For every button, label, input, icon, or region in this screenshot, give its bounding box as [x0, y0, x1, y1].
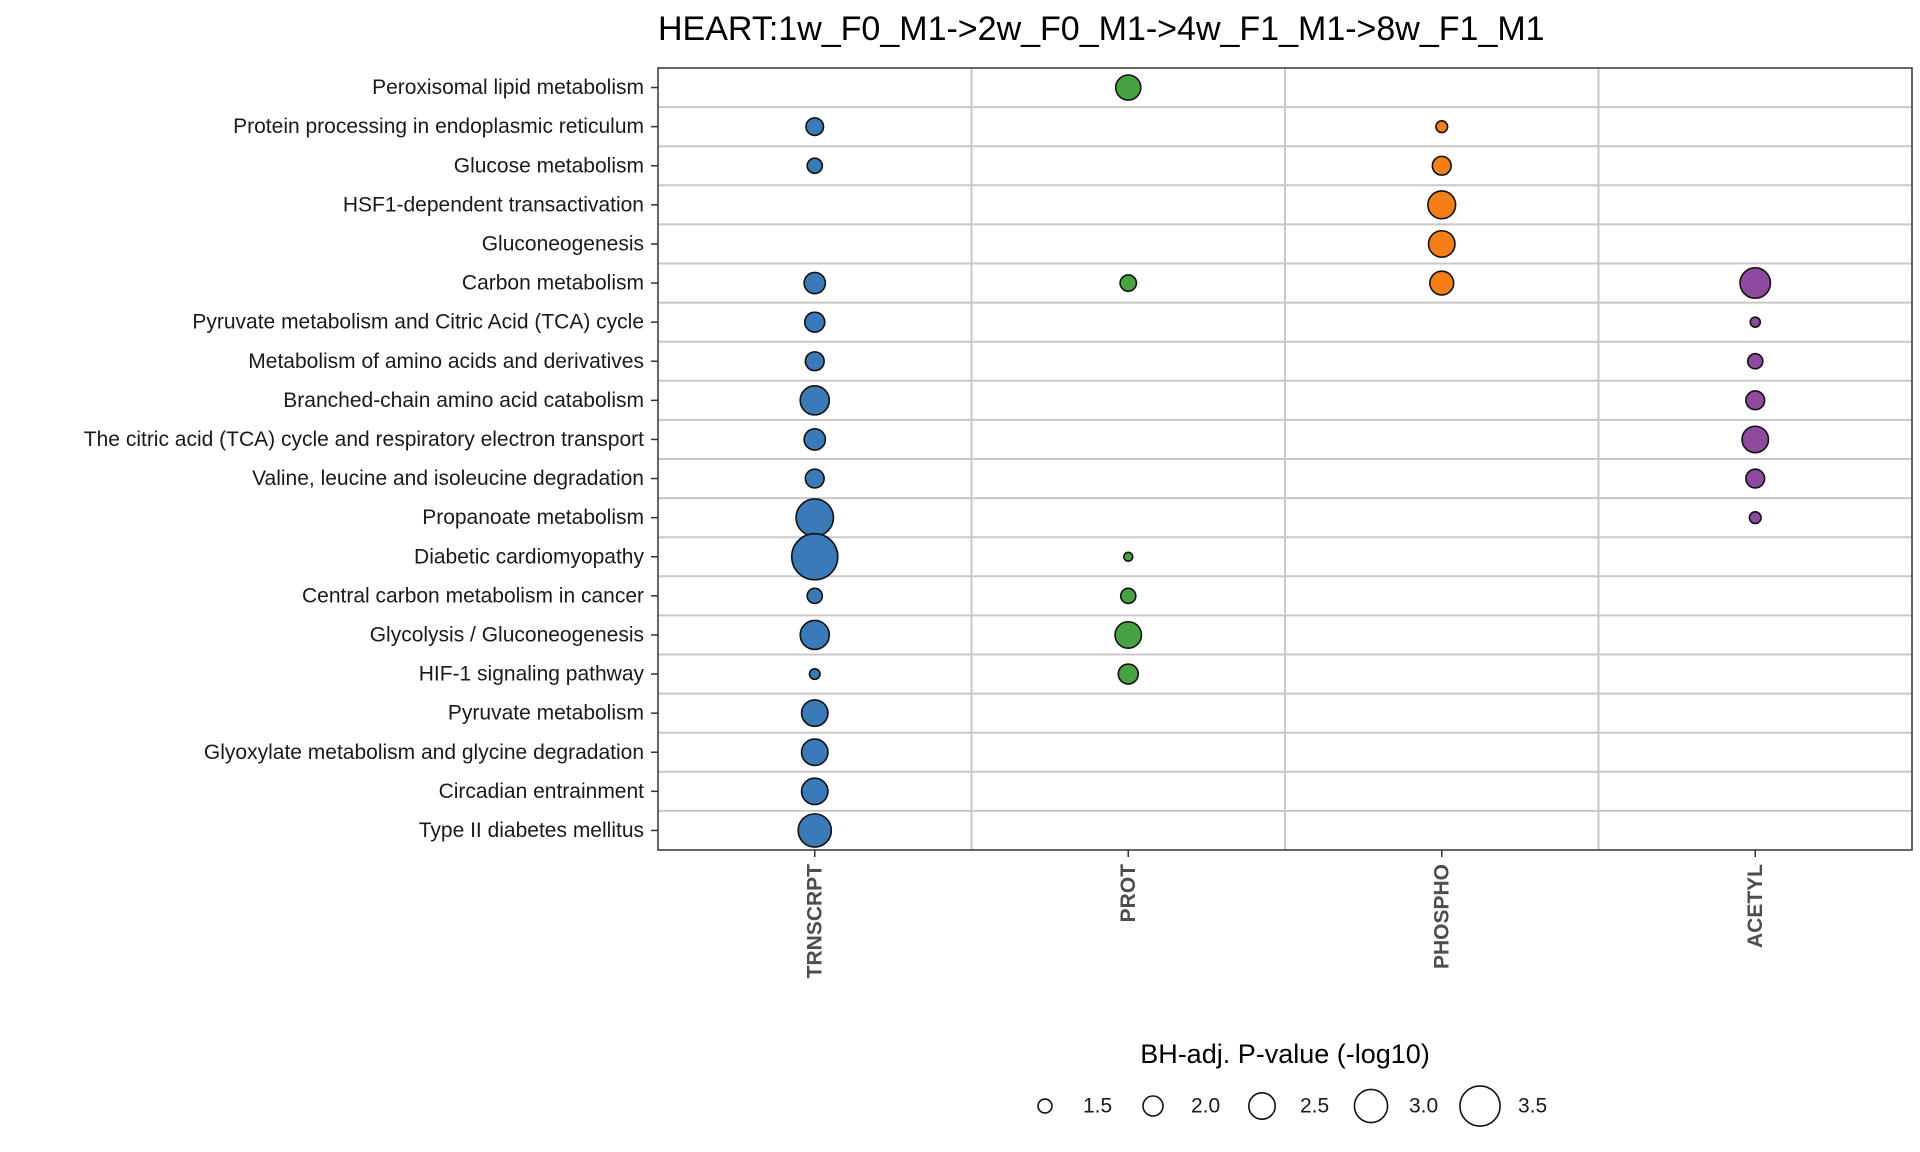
legend-size-label: 3.0 [1409, 1095, 1438, 1118]
y-tick-label: HSF1-dependent transactivation [343, 193, 644, 216]
data-point [1745, 390, 1766, 411]
data-point [800, 777, 829, 806]
data-point [1114, 620, 1143, 649]
data-point [799, 385, 831, 416]
legend-title: BH-adj. P-value (-log10) [1140, 1039, 1430, 1069]
y-axis-labels: Peroxisomal lipid metabolism Protein proc… [84, 76, 658, 842]
chart-title: HEART:1w_F0_M1->2w_F0_M1->4w_F1_M1->8w_F… [658, 10, 1545, 48]
data-point [1119, 274, 1138, 293]
data-point [1739, 267, 1772, 300]
data-point [804, 351, 825, 372]
legend-size-label: 1.5 [1083, 1095, 1112, 1118]
data-point [1745, 468, 1766, 489]
data-point [1427, 190, 1457, 220]
data-point [1117, 663, 1140, 685]
data-point [790, 532, 839, 581]
data-point [1748, 511, 1762, 525]
y-tick-label: Central carbon metabolism in cancer [302, 584, 644, 607]
data-point [1427, 229, 1456, 258]
data-point [1114, 74, 1142, 101]
data-point [1429, 270, 1455, 296]
data-point [800, 699, 829, 728]
legend-size-key [1142, 1095, 1164, 1117]
legend-size-key [1353, 1088, 1389, 1124]
legend-size-label: 3.5 [1518, 1095, 1547, 1118]
y-tick-label: Diabetic cardiomyopathy [414, 545, 644, 568]
x-tick-label: ACETYL [1744, 864, 1767, 948]
y-tick-label: Pyruvate metabolism and Citric Acid (TCA… [192, 311, 644, 334]
x-tick-label: TRNSCRPT [803, 864, 826, 979]
data-point [1741, 425, 1770, 454]
data-points [790, 74, 1772, 848]
data-point [806, 587, 824, 605]
legend-size-label: 2.0 [1191, 1095, 1220, 1118]
size-legend: BH-adj. P-value (-log10) 1.5 2.0 2.5 3.0 3.5 [1037, 1039, 1547, 1127]
data-point [799, 619, 831, 651]
data-point [1119, 587, 1137, 605]
legend-size-key [1247, 1091, 1277, 1121]
x-tick-label: PHOSPHO [1430, 864, 1453, 969]
y-tick-label: Gluconeogenesis [482, 232, 644, 255]
data-point [797, 813, 833, 848]
y-tick-label: HIF-1 signaling pathway [419, 663, 645, 686]
y-tick-label: Pyruvate metabolism [448, 702, 644, 725]
y-tick-label: Valine, leucine and isoleucine degradati… [252, 467, 644, 490]
data-point [1435, 120, 1449, 134]
y-tick-label: Carbon metabolism [462, 272, 644, 295]
data-point [803, 311, 826, 333]
y-tick-label: Protein processing in endoplasmic reticu… [233, 115, 644, 138]
data-point [1431, 155, 1452, 176]
legend-size-key [1037, 1098, 1053, 1114]
data-point [803, 428, 827, 451]
grid-layer [658, 68, 1912, 850]
data-point [803, 271, 827, 295]
data-point [1746, 352, 1764, 370]
legend-size-label: 2.5 [1300, 1095, 1329, 1118]
x-tick-label: PROT [1117, 864, 1140, 923]
data-point [808, 667, 821, 681]
y-tick-label: The citric acid (TCA) cycle and respirat… [84, 428, 644, 451]
y-tick-label: Glyoxylate metabolism and glycine degrad… [204, 741, 644, 764]
y-tick-label: Branched-chain amino acid catabolism [283, 389, 644, 412]
x-axis-labels: TRNSCRPT PROT PHOSPHO ACETYL [803, 850, 1767, 978]
data-point [800, 738, 829, 767]
y-tick-label: Glucose metabolism [454, 154, 644, 177]
y-tick-label: Type II diabetes mellitus [419, 819, 644, 842]
data-point [804, 468, 825, 489]
data-point [805, 117, 825, 137]
legend-size-key [1459, 1085, 1501, 1127]
y-tick-label: Metabolism of amino acids and derivative… [248, 350, 644, 373]
y-tick-label: Peroxisomal lipid metabolism [372, 76, 644, 99]
panel-border [657, 67, 1913, 851]
y-tick-label: Glycolysis / Gluconeogenesis [370, 623, 644, 646]
data-point [1749, 316, 1762, 328]
data-point [1122, 551, 1134, 563]
y-tick-label: Circadian entrainment [439, 780, 645, 803]
data-point [806, 157, 824, 175]
data-point [795, 498, 835, 538]
y-tick-label: Propanoate metabolism [422, 506, 644, 529]
